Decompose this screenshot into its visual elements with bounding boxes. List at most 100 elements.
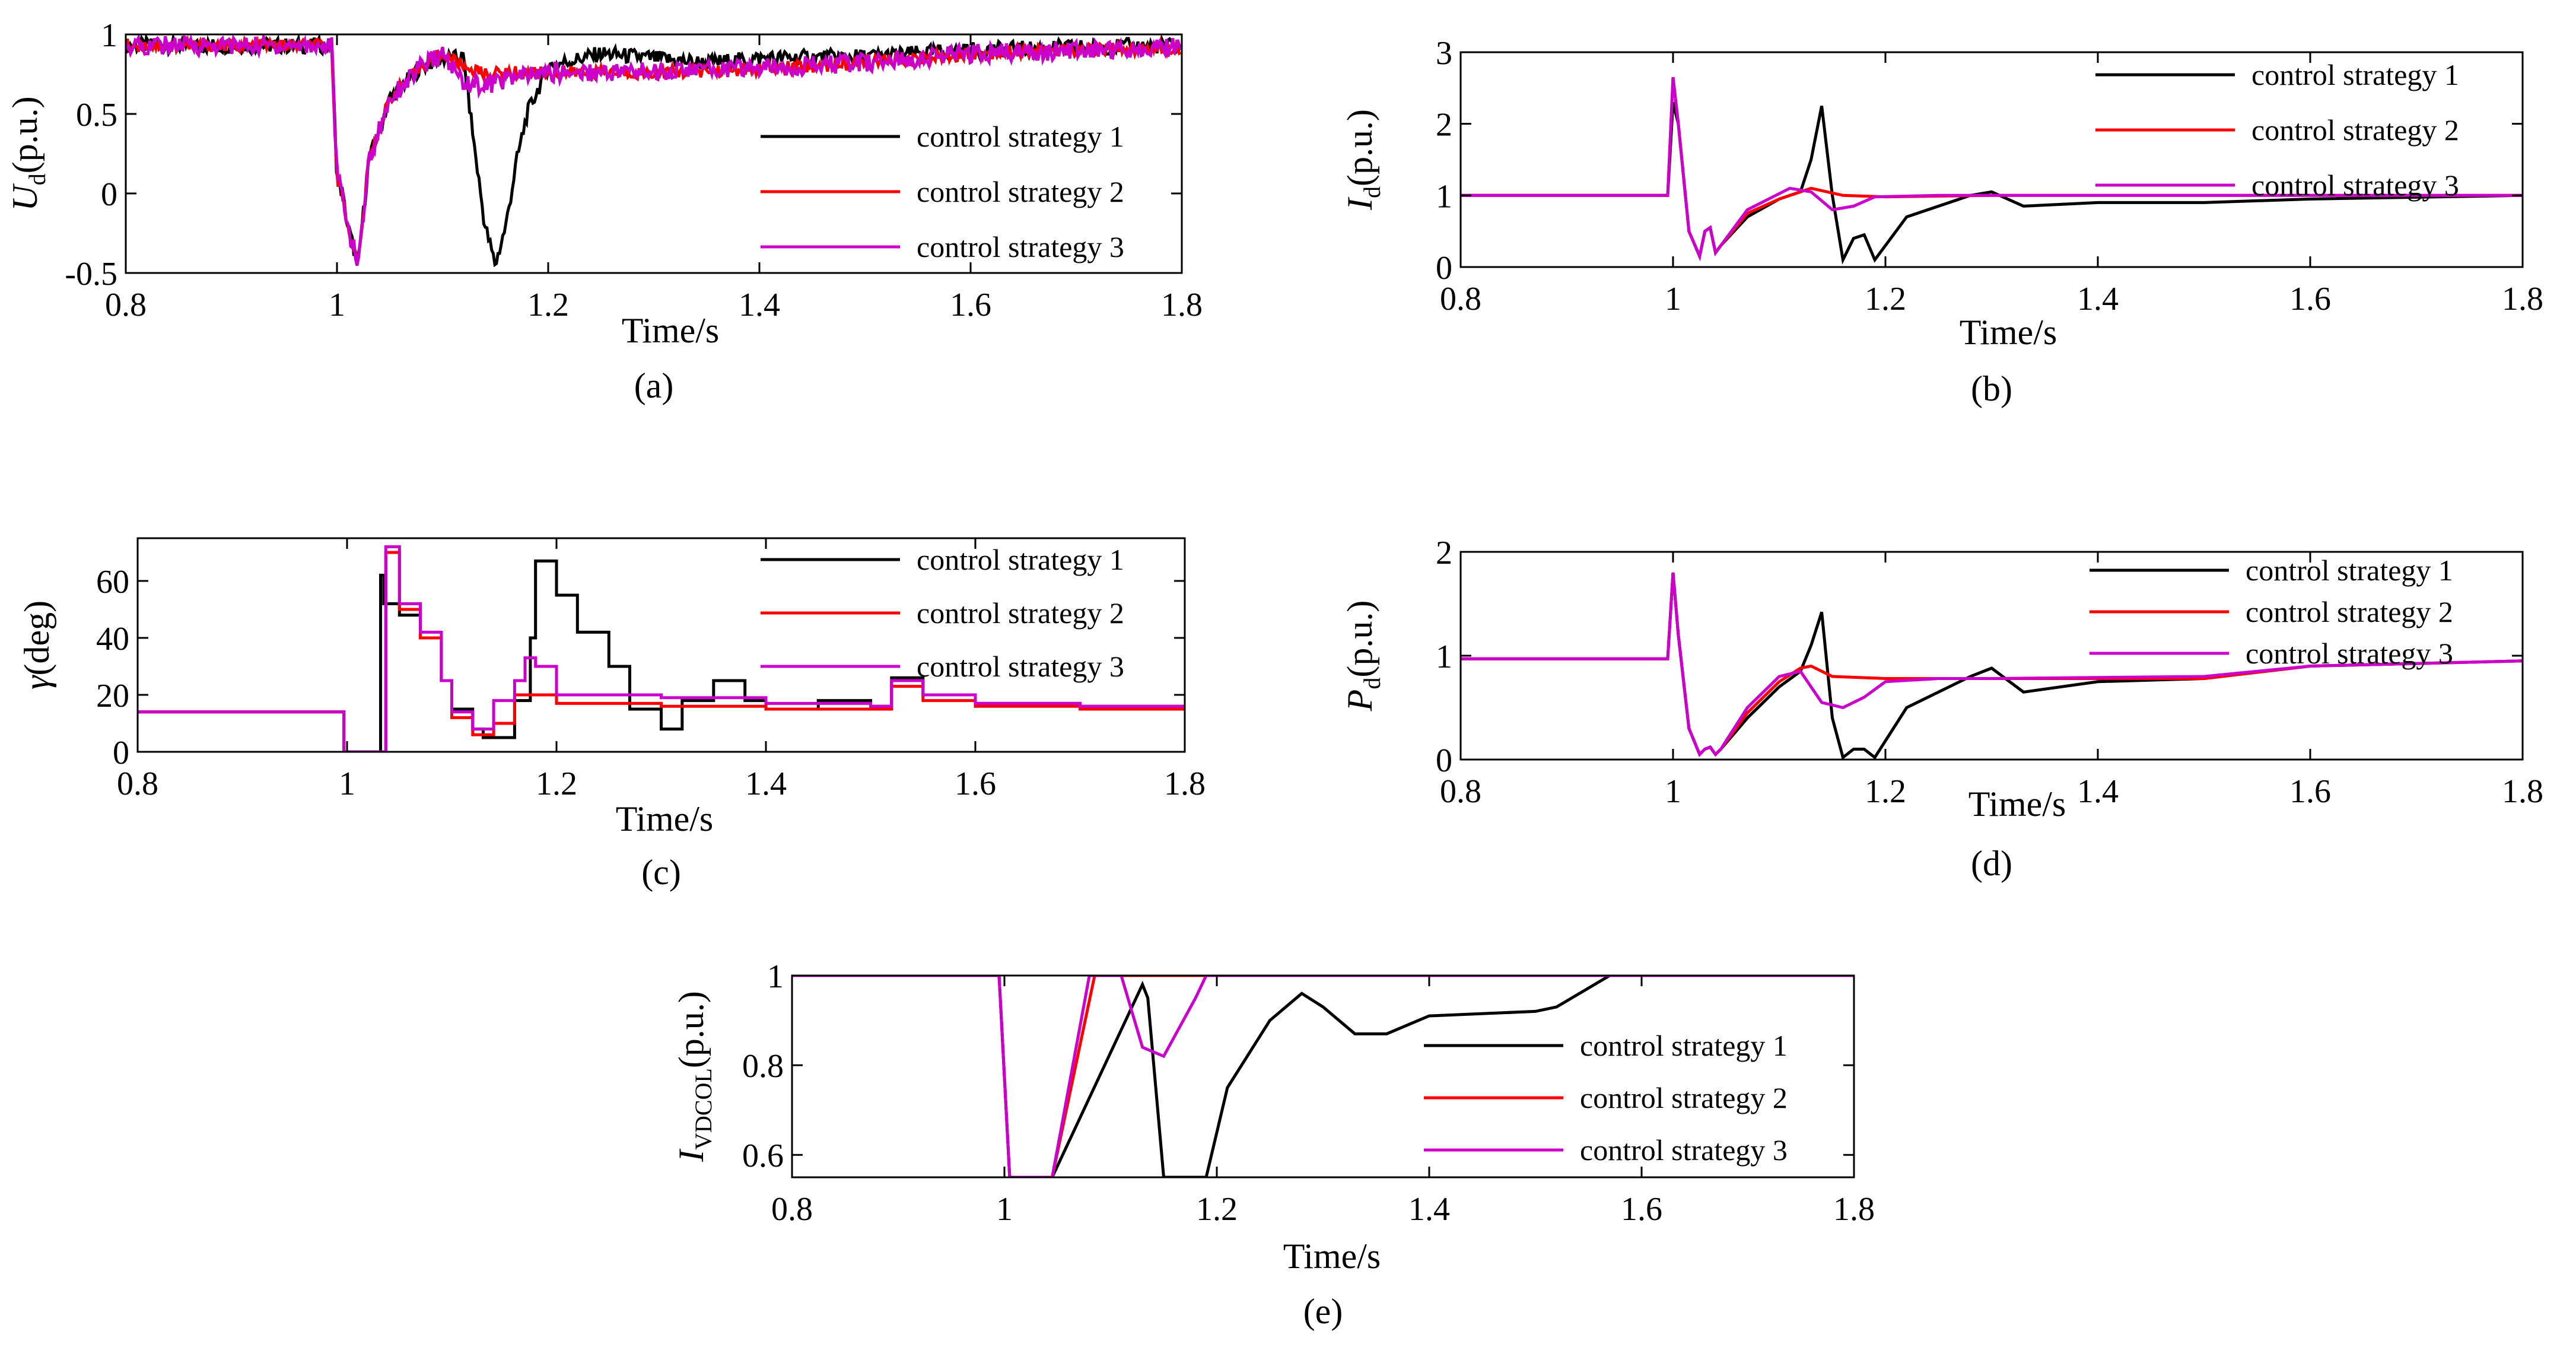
x-tick-label: 1.8 <box>2502 773 2543 810</box>
y-tick-label: 40 <box>96 621 129 657</box>
y-axis-label: Id(p.u.) <box>1340 109 1385 211</box>
x-tick-label: 1.4 <box>1408 1191 1450 1228</box>
x-tick-label: 1.6 <box>955 765 996 802</box>
x-tick-label: 1.2 <box>527 287 569 323</box>
plot-frame <box>1459 51 2524 268</box>
plot-frame <box>125 33 1183 274</box>
x-tick-label: 1.4 <box>739 287 780 323</box>
legend-entry-2: control strategy 2 <box>2246 595 2453 628</box>
x-tick-label: 1 <box>339 765 355 802</box>
series-line-1 <box>792 976 1854 1177</box>
legend-entry-1: control strategy 1 <box>1580 1029 1788 1062</box>
x-tick-label: 0.8 <box>1440 773 1481 810</box>
x-tick-label: 0.8 <box>117 765 158 802</box>
x-tick-label: 0.8 <box>1440 281 1481 317</box>
chart-b: 0.8 1 1.2 1.4 1.6 1.8 0 1 2 3 Id(p.u.) Time/s (b) con… <box>1340 35 2543 408</box>
y-tick-label: 2 <box>1436 107 1452 144</box>
legend-entry-2: control strategy 2 <box>917 175 1124 208</box>
x-tick-label: 1.4 <box>745 765 787 802</box>
series-line-3 <box>1461 572 2523 757</box>
series-line-3 <box>138 545 1185 752</box>
series-line-2 <box>138 551 1185 752</box>
x-tick-label: 1.8 <box>2502 281 2543 317</box>
y-axis-unit: (p.u.) <box>5 96 44 173</box>
legend-entry-1: control strategy 1 <box>2246 554 2453 587</box>
legend: control strategy 1 control strategy 2 cont… <box>761 543 1124 683</box>
x-tick-label: 1.6 <box>1621 1191 1662 1228</box>
y-axis-unit: (p.u.) <box>672 991 711 1068</box>
y-axis-subscript: d <box>1359 678 1385 690</box>
y-axis-symbol: U <box>5 183 44 211</box>
x-tick-label: 1.2 <box>1865 281 1906 317</box>
y-axis-symbol: γ <box>17 675 56 690</box>
y-tick-label: 0 <box>101 176 117 213</box>
x-tick-label: 1.8 <box>1161 287 1203 323</box>
y-tick-label: 0.6 <box>742 1138 784 1174</box>
panel-caption: (a) <box>634 366 674 405</box>
x-axis-label: Time/s <box>1283 1237 1381 1276</box>
y-axis-subscript: d <box>1359 186 1385 198</box>
legend-entry-3: control strategy 3 <box>2251 169 2459 202</box>
chart-d: 0.8 1 1.2 1.4 1.6 1.8 0 1 2 Pd(p.u.) Time/s (d) cont… <box>1340 535 2543 883</box>
x-tick-label: 1.8 <box>1833 1191 1875 1228</box>
y-axis-unit: (p.u.) <box>1340 601 1379 678</box>
y-tick-label: 60 <box>96 564 129 601</box>
legend: control strategy 1 control strategy 2 cont… <box>2095 58 2459 202</box>
x-tick-label: 1 <box>1665 773 1681 810</box>
x-tick-label: 1.4 <box>2077 281 2119 317</box>
legend-entry-2: control strategy 2 <box>1580 1081 1788 1114</box>
y-axis-symbol: P <box>1340 690 1379 712</box>
x-tick-label: 1.2 <box>1865 773 1906 810</box>
legend: control strategy 1 control strategy 2 cont… <box>761 120 1124 263</box>
y-tick-label: -0.5 <box>65 256 117 293</box>
x-axis-label: Time/s <box>1968 784 2066 824</box>
x-tick-label: 1.8 <box>1164 765 1206 802</box>
series-line-2 <box>1461 77 2523 262</box>
legend-entry-3: control strategy 3 <box>917 650 1124 683</box>
x-tick-label: 1.4 <box>2077 773 2119 810</box>
y-axis-label: Ud(p.u.) <box>5 96 50 211</box>
legend-entry-3: control strategy 3 <box>2246 637 2453 670</box>
x-axis-label: Time/s <box>1960 313 2057 352</box>
series-line-3 <box>1461 77 2523 262</box>
y-tick-label: 0 <box>113 735 129 771</box>
x-tick-label: 1.2 <box>536 765 577 802</box>
chart-a: 0.8 1 1.2 1.4 1.6 1.8 -0.5 0 0.5 1 Ud(p.u.) Time/s (… <box>5 17 1203 405</box>
legend-entry-3: control strategy 3 <box>917 230 1124 263</box>
legend-entry-1: control strategy 1 <box>917 543 1124 576</box>
x-tick-label: 1.6 <box>950 287 991 323</box>
legend-entry-1: control strategy 1 <box>917 120 1124 153</box>
y-axis-unit: (p.u.) <box>1340 109 1379 186</box>
y-axis-subscript: d <box>24 173 50 185</box>
x-tick-label: 0.8 <box>105 287 147 323</box>
y-axis-symbol: I <box>672 1148 711 1162</box>
x-axis-label: Time/s <box>622 311 720 350</box>
y-tick-label: 1 <box>1436 178 1452 215</box>
legend: control strategy 1 control strategy 2 cont… <box>1424 1029 1788 1167</box>
y-tick-label: 2 <box>1436 535 1452 571</box>
y-tick-label: 0 <box>1436 250 1452 287</box>
chart-c: 0.8 1 1.2 1.4 1.6 1.8 0 20 40 60 γ(deg) Time/s (c) co… <box>17 537 1206 892</box>
legend-entry-1: control strategy 1 <box>2251 58 2459 91</box>
y-axis-symbol: I <box>1340 196 1379 211</box>
series-line-3 <box>792 976 1854 1177</box>
y-tick-label: 0.5 <box>76 97 117 134</box>
x-tick-label: 1 <box>996 1191 1013 1228</box>
y-tick-label: 1 <box>101 17 117 54</box>
y-tick-label: 3 <box>1436 35 1452 72</box>
y-axis-label: Pd(p.u.) <box>1340 601 1385 712</box>
x-tick-label: 1 <box>1665 281 1681 317</box>
y-tick-label: 0 <box>1436 742 1452 779</box>
x-tick-label: 1 <box>329 287 345 323</box>
y-axis-label: γ(deg) <box>17 601 56 690</box>
y-tick-label: 20 <box>96 678 129 714</box>
y-axis-unit: (deg) <box>17 601 56 676</box>
legend: control strategy 1 control strategy 2 cont… <box>2090 554 2453 670</box>
chart-e: 0.8 1 1.2 1.4 1.6 1.8 0.6 0.8 1 IVDCOL(p.u.) Time/… <box>672 958 1875 1331</box>
y-axis-subscript: VDCOL <box>690 1068 717 1150</box>
plot-frame <box>136 537 1186 753</box>
y-tick-label: 1 <box>1436 638 1452 675</box>
panel-caption: (c) <box>641 853 681 892</box>
x-tick-label: 1.6 <box>2289 773 2331 810</box>
